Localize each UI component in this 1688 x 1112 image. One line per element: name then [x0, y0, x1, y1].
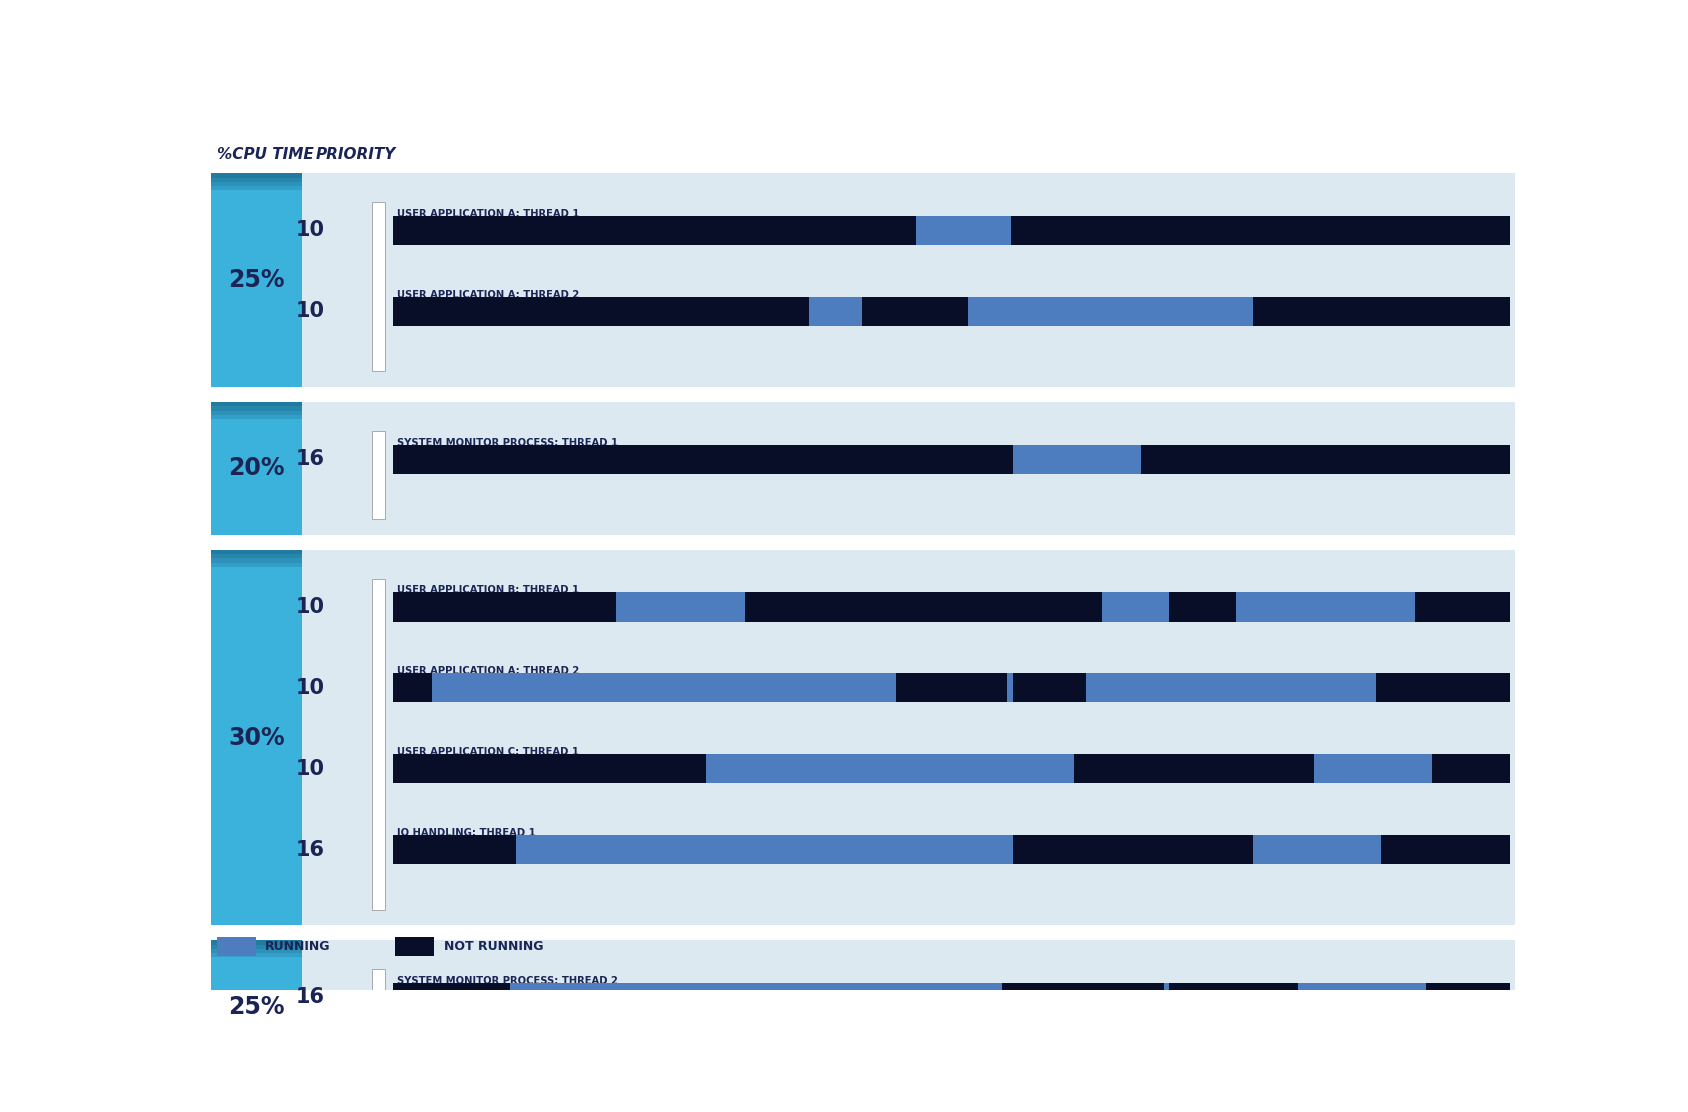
Bar [1426, 983, 1509, 1012]
Bar [393, 673, 432, 703]
Text: USER APPLICATION C: THREAD 1: USER APPLICATION C: THREAD 1 [397, 747, 579, 757]
Bar [1376, 673, 1509, 703]
Bar [1141, 445, 1509, 474]
Bar [1170, 983, 1298, 1012]
Bar [1011, 216, 1509, 245]
Bar [1013, 673, 1085, 703]
Bar [218, 937, 257, 956]
Bar [1252, 297, 1509, 326]
Bar [1315, 754, 1431, 783]
Bar [211, 953, 302, 957]
Bar [1170, 593, 1236, 622]
Text: 25%: 25% [228, 268, 285, 292]
Bar [211, 173, 302, 387]
Bar [302, 550, 1516, 925]
Bar [211, 944, 302, 949]
Bar [371, 430, 385, 519]
Bar [706, 754, 1074, 783]
Bar [395, 937, 434, 956]
Text: 16: 16 [295, 449, 324, 469]
Bar [211, 410, 302, 415]
Bar [393, 216, 917, 245]
Bar [1381, 835, 1509, 864]
Bar [211, 178, 302, 182]
Text: PRIORITY: PRIORITY [316, 148, 397, 162]
Bar [302, 173, 1516, 387]
Bar [371, 202, 385, 371]
Bar [809, 297, 863, 326]
Bar [432, 673, 896, 703]
Bar [211, 563, 302, 567]
Text: 10: 10 [295, 220, 324, 240]
Bar [917, 216, 1011, 245]
Bar [393, 754, 706, 783]
Bar [393, 835, 517, 864]
Bar [744, 593, 1102, 622]
Text: IO HANDLING; THREAD 1: IO HANDLING; THREAD 1 [397, 828, 535, 838]
Bar [393, 593, 616, 622]
Bar [371, 969, 385, 1058]
Text: %CPU TIME: %CPU TIME [218, 148, 314, 162]
Text: NOT RUNNING: NOT RUNNING [444, 940, 544, 953]
Text: 10: 10 [295, 758, 324, 778]
Bar [211, 550, 302, 925]
Bar [211, 558, 302, 563]
Text: RUNNING: RUNNING [265, 940, 331, 953]
Text: USER APPLICATION A; THREAD 2: USER APPLICATION A; THREAD 2 [397, 290, 579, 300]
Bar [1102, 593, 1170, 622]
Text: 25%: 25% [228, 994, 285, 1019]
Bar [393, 297, 809, 326]
Text: SYSTEM MONITOR PROCESS; THREAD 2: SYSTEM MONITOR PROCESS; THREAD 2 [397, 976, 618, 986]
Bar [1013, 835, 1252, 864]
Bar [1252, 835, 1381, 864]
Bar [1431, 754, 1509, 783]
Bar [211, 186, 302, 190]
Bar [1085, 673, 1376, 703]
Text: USER APPLICATION A: THREAD 1: USER APPLICATION A: THREAD 1 [397, 209, 579, 219]
Bar [211, 554, 302, 558]
Bar [302, 403, 1516, 535]
Text: USER APPLICATION B; THREAD 1: USER APPLICATION B; THREAD 1 [397, 585, 579, 595]
Text: 10: 10 [295, 678, 324, 698]
Bar [1236, 593, 1415, 622]
Bar [863, 297, 969, 326]
Text: USER APPLICATION A: THREAD 2: USER APPLICATION A: THREAD 2 [397, 666, 579, 676]
Bar [371, 578, 385, 910]
Bar [211, 403, 302, 406]
Bar [1001, 983, 1163, 1012]
Text: 30%: 30% [228, 725, 285, 749]
Bar [211, 550, 302, 554]
Bar [211, 941, 302, 1073]
Bar [211, 941, 302, 944]
Bar [393, 445, 1013, 474]
Bar [896, 673, 1008, 703]
Text: 20%: 20% [228, 456, 285, 480]
Bar [211, 406, 302, 410]
Text: SYSTEM MONITOR PROCESS: THREAD 1: SYSTEM MONITOR PROCESS: THREAD 1 [397, 438, 618, 448]
Text: 10: 10 [295, 597, 324, 617]
Text: 16: 16 [295, 987, 324, 1007]
Bar [1415, 593, 1509, 622]
Text: 16: 16 [295, 840, 324, 860]
Bar [1298, 983, 1426, 1012]
Text: 10: 10 [295, 301, 324, 321]
Bar [616, 593, 744, 622]
Bar [211, 403, 302, 535]
Bar [211, 182, 302, 186]
Bar [1163, 983, 1170, 1012]
Bar [1008, 673, 1013, 703]
Bar [211, 949, 302, 953]
Bar [510, 983, 1001, 1012]
Bar [211, 415, 302, 419]
Bar [211, 173, 302, 178]
Bar [517, 835, 1013, 864]
Bar [393, 983, 510, 1012]
Bar [1013, 445, 1141, 474]
Bar [302, 941, 1516, 1073]
Bar [969, 297, 1252, 326]
Bar [1074, 754, 1315, 783]
